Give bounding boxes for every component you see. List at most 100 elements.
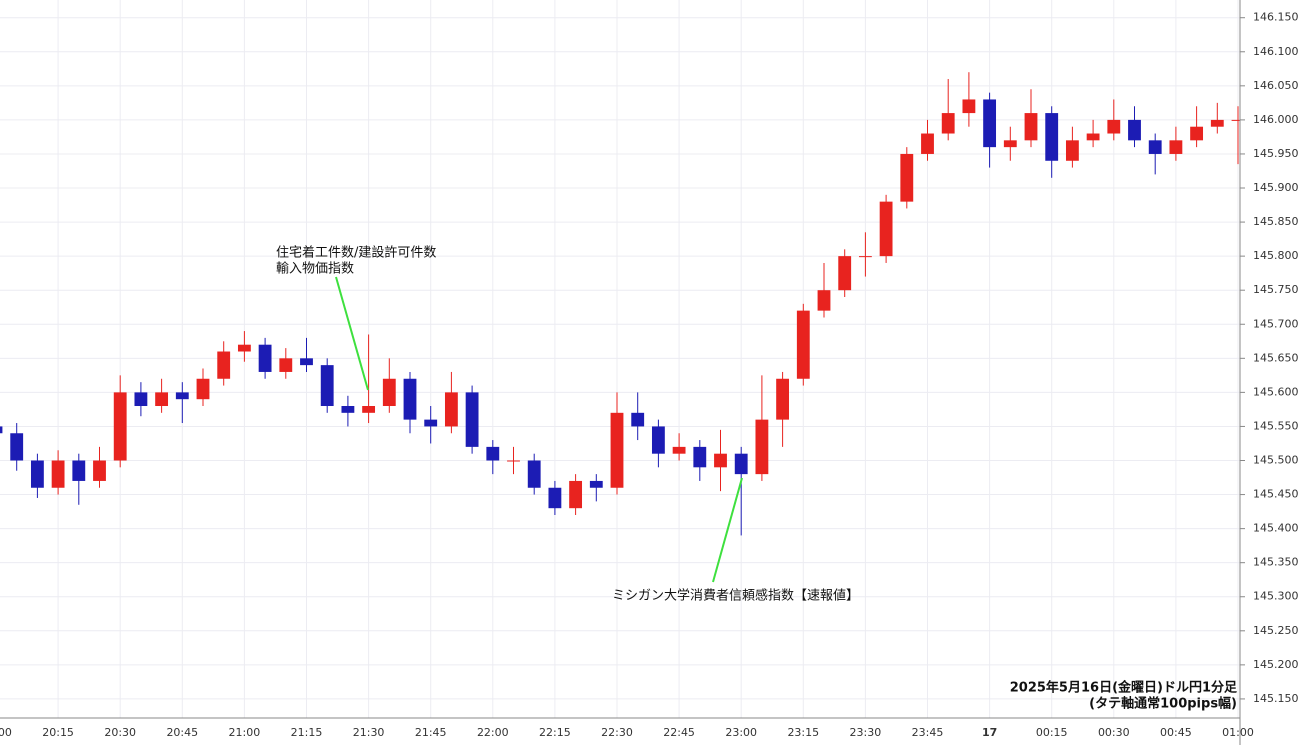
candle-body bbox=[693, 446, 707, 468]
x-tick-label: 23:15 bbox=[787, 726, 819, 739]
x-tick-label: 22:15 bbox=[539, 726, 571, 739]
y-tick-label: 146.050 bbox=[1253, 79, 1299, 92]
candle-body bbox=[444, 392, 458, 427]
candle-body bbox=[382, 378, 396, 407]
grid bbox=[0, 0, 1240, 718]
x-tick-label: 17 bbox=[982, 726, 997, 739]
caption: 2025年5月16日(金曜日)ドル円1分足 bbox=[1010, 680, 1238, 696]
annotation-pointer bbox=[712, 477, 743, 583]
candle-body bbox=[776, 378, 790, 420]
x-tick-label: 21:00 bbox=[229, 726, 261, 739]
y-tick-label: 145.150 bbox=[1253, 692, 1299, 705]
x-tick-label: 23:45 bbox=[912, 726, 944, 739]
candle-body bbox=[569, 480, 583, 509]
candle-body bbox=[755, 419, 769, 475]
y-tick-label: 145.750 bbox=[1253, 283, 1299, 296]
y-tick-label: 145.800 bbox=[1253, 249, 1299, 262]
candle-body bbox=[320, 365, 334, 407]
candle-body bbox=[465, 392, 479, 447]
candle-body bbox=[196, 378, 210, 400]
y-tick-label: 145.300 bbox=[1253, 590, 1299, 603]
candle-body bbox=[362, 406, 376, 413]
x-tick-label: 23:00 bbox=[725, 726, 757, 739]
x-tick-label: 20:30 bbox=[104, 726, 136, 739]
candle-body bbox=[93, 460, 106, 481]
x-tick-label: 00:30 bbox=[1098, 726, 1130, 739]
candle-body bbox=[507, 460, 520, 462]
y-tick-label: 146.150 bbox=[1253, 11, 1299, 24]
y-tick-label: 145.850 bbox=[1253, 215, 1299, 228]
candle-body bbox=[403, 378, 417, 420]
candle-body bbox=[217, 351, 231, 379]
x-tick-label: 01:00 bbox=[1222, 726, 1254, 739]
x-tick-label: 20:15 bbox=[42, 726, 74, 739]
candle-body bbox=[237, 344, 251, 352]
candles bbox=[0, 72, 1240, 536]
candle-body bbox=[962, 99, 976, 114]
annotation: ミシガン大学消費者信頼感指数【速報値】 bbox=[612, 588, 859, 604]
x-tick-label: 20:00 bbox=[0, 726, 12, 739]
y-tick-label: 145.900 bbox=[1253, 181, 1299, 194]
candle-body bbox=[734, 453, 748, 475]
candle-body bbox=[589, 480, 603, 488]
candle-body bbox=[424, 419, 438, 427]
candle-body bbox=[1231, 119, 1240, 121]
candle-body bbox=[672, 446, 686, 454]
x-tick-label: 23:30 bbox=[850, 726, 882, 739]
candle-body bbox=[921, 133, 934, 154]
annotation-pointer bbox=[335, 276, 369, 391]
candle-body bbox=[72, 460, 86, 481]
candle-body bbox=[134, 392, 148, 407]
candle-body bbox=[1148, 140, 1162, 154]
candle-body bbox=[0, 426, 3, 434]
candle-body bbox=[1169, 140, 1183, 154]
x-tick-label: 00:15 bbox=[1036, 726, 1068, 739]
candle-body bbox=[610, 412, 624, 488]
y-tick-label: 145.200 bbox=[1253, 658, 1299, 671]
x-tick-label: 00:45 bbox=[1160, 726, 1192, 739]
candle-body bbox=[631, 412, 645, 427]
candle-body bbox=[1045, 113, 1059, 161]
candle-body bbox=[1024, 113, 1038, 141]
y-tick-label: 145.500 bbox=[1253, 454, 1299, 467]
y-tick-label: 145.250 bbox=[1253, 624, 1299, 637]
candle-body bbox=[796, 310, 810, 379]
x-tick-label: 21:15 bbox=[291, 726, 323, 739]
x-tick-label: 22:30 bbox=[601, 726, 633, 739]
y-tick-label: 145.550 bbox=[1253, 419, 1299, 432]
candle-body bbox=[1210, 119, 1224, 127]
candle-body bbox=[1190, 126, 1204, 141]
candle-body bbox=[1065, 140, 1079, 161]
y-tick-label: 145.600 bbox=[1253, 385, 1299, 398]
annotation: 住宅着工件数/建設許可件数 bbox=[276, 245, 436, 261]
x-tick-label: 20:45 bbox=[166, 726, 198, 739]
candle-body bbox=[30, 460, 44, 488]
candle-body bbox=[1128, 119, 1141, 141]
candle-body bbox=[548, 487, 562, 509]
candle-body bbox=[341, 406, 355, 413]
candle-body bbox=[714, 453, 727, 468]
y-tick-label: 145.450 bbox=[1253, 488, 1299, 501]
candle-body bbox=[279, 358, 293, 372]
candle-body bbox=[651, 426, 665, 454]
candle-body bbox=[900, 153, 914, 202]
candle-body bbox=[113, 392, 127, 461]
candle-body bbox=[258, 344, 272, 372]
candle-body bbox=[175, 392, 189, 400]
candle-body bbox=[527, 460, 541, 488]
candle-body bbox=[983, 99, 997, 148]
candle-body bbox=[858, 256, 872, 258]
y-tick-label: 145.650 bbox=[1253, 351, 1299, 364]
y-tick-label: 145.400 bbox=[1253, 522, 1299, 535]
candle-body bbox=[941, 113, 955, 134]
candle-body bbox=[1086, 133, 1100, 141]
candle-body bbox=[1003, 140, 1017, 148]
candle-body bbox=[817, 290, 831, 311]
candle-body bbox=[155, 392, 169, 407]
y-tick-label: 146.100 bbox=[1253, 45, 1299, 58]
x-tick-label: 22:45 bbox=[663, 726, 695, 739]
x-tick-label: 21:30 bbox=[353, 726, 385, 739]
candle-body bbox=[1107, 119, 1121, 134]
annotation: 輸入物価指数 bbox=[276, 262, 354, 277]
